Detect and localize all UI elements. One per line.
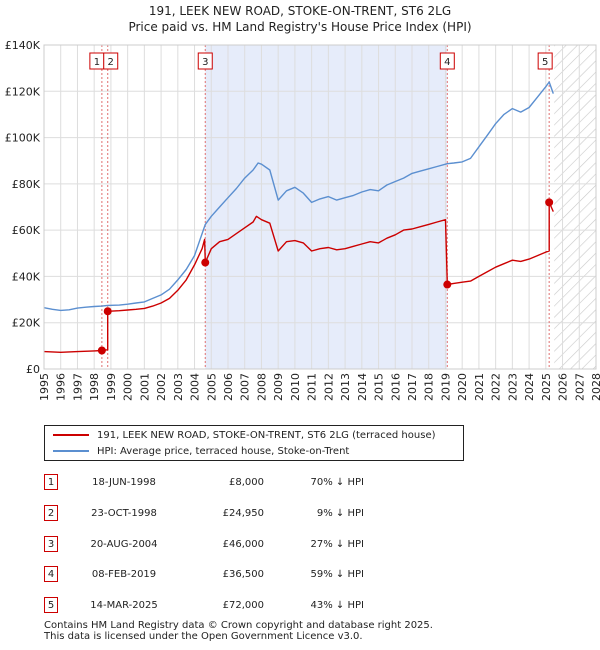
marker-badge	[439, 52, 455, 70]
x-tick-label: 2004	[189, 373, 202, 401]
y-tick-label: £100K	[5, 132, 41, 145]
table-row: 1 18-JUN-1998 £8,000 70% ↓ HPI	[44, 473, 464, 493]
x-tick-label: 1995	[38, 373, 51, 401]
transaction-hpi-diff: 70% ↓ HPI	[310, 477, 364, 488]
transaction-price: £36,500	[222, 569, 264, 580]
chart-legend: 191, LEEK NEW ROAD, STOKE-ON-TRENT, ST6 …	[44, 425, 464, 461]
x-tick-label: 2026	[557, 373, 570, 401]
sale-point	[201, 258, 210, 267]
x-tick-label: 2016	[389, 373, 402, 401]
y-tick-label: £120K	[5, 85, 41, 98]
x-tick-label: 2003	[172, 373, 185, 401]
table-row: 3 20-AUG-2004 £46,000 27% ↓ HPI	[44, 535, 464, 555]
series-line-hpi	[43, 81, 554, 312]
x-tick-label: 2014	[356, 373, 369, 401]
table-row: 5 14-MAR-2025 £72,000 43% ↓ HPI	[44, 596, 464, 616]
x-tick-label: 2000	[122, 373, 135, 401]
transaction-date: 14-MAR-2025	[90, 600, 158, 611]
x-tick-label: 2018	[423, 373, 436, 401]
x-tick-label: 2020	[456, 373, 469, 401]
x-tick-label: 2012	[322, 373, 335, 401]
marker-badge-label: 3	[202, 57, 208, 68]
legend-label-hpi: HPI: Average price, terraced house, Stok…	[97, 446, 350, 457]
x-tick-label: 2021	[473, 373, 486, 401]
marker-badge-label: 4	[444, 57, 450, 68]
transaction-date: 23-OCT-1998	[91, 508, 157, 519]
x-tick-label: 2015	[373, 373, 386, 401]
legend-swatch-hpi	[53, 450, 89, 452]
y-tick-label: £40K	[12, 270, 41, 283]
x-tick-label: 1997	[71, 373, 84, 401]
x-tick-label: 2019	[439, 373, 452, 401]
x-tick-label: 2011	[306, 373, 319, 401]
sale-point	[97, 346, 106, 355]
x-tick-label: 1998	[88, 373, 101, 401]
y-tick-label: £0	[26, 363, 40, 376]
transaction-price: £72,000	[222, 600, 264, 611]
footer-copyright: Contains HM Land Registry data © Crown c…	[44, 620, 433, 631]
transaction-hpi-diff: 9% ↓ HPI	[316, 508, 364, 519]
marker-badge	[537, 52, 553, 70]
x-tick-label: 2001	[138, 373, 151, 401]
y-tick-label: £20K	[12, 317, 41, 330]
table-row: 2 23-OCT-1998 £24,950 9% ↓ HPI	[44, 504, 464, 524]
sale-point	[443, 280, 452, 289]
x-tick-label: 2017	[406, 373, 419, 401]
footer-licence: This data is licensed under the Open Gov…	[44, 631, 363, 642]
x-tick-label: 1996	[55, 373, 68, 401]
shaded-period	[205, 45, 448, 369]
chart-subtitle: Price paid vs. HM Land Registry's House …	[128, 20, 472, 34]
footer: Contains HM Land Registry data © Crown c…	[44, 620, 433, 642]
transaction-badge: 2	[44, 505, 58, 521]
x-tick-label: 1999	[105, 373, 118, 401]
x-tick-label: 2005	[205, 373, 218, 401]
x-tick-label: 2027	[573, 373, 586, 401]
future-hatch	[554, 45, 596, 369]
transaction-badge: 1	[44, 474, 58, 490]
transaction-date: 20-AUG-2004	[90, 539, 158, 550]
marker-badge	[103, 52, 119, 70]
x-tick-label: 2022	[490, 373, 503, 401]
transaction-price: £8,000	[229, 477, 264, 488]
x-tick-label: 2025	[540, 373, 553, 401]
transaction-badge: 3	[44, 536, 58, 552]
y-tick-label: £140K	[5, 39, 41, 52]
x-tick-label: 2023	[506, 373, 519, 401]
x-tick-label: 2009	[272, 373, 285, 401]
price-chart: £0 £20K £40K £60K £80K £100K £120K £140K 1995 199…	[5, 39, 600, 401]
x-tick-label: 2010	[289, 373, 302, 401]
y-tick-label: £60K	[12, 224, 41, 237]
transaction-hpi-diff: 59% ↓ HPI	[310, 569, 364, 580]
transaction-badge: 5	[44, 597, 58, 613]
x-tick-label: 2006	[222, 373, 235, 401]
x-tick-label: 2008	[255, 373, 268, 401]
marker-badge	[197, 52, 213, 70]
transaction-badge: 4	[44, 566, 58, 582]
x-tick-label: 2007	[239, 373, 252, 401]
sale-point	[545, 198, 554, 207]
transaction-hpi-diff: 43% ↓ HPI	[310, 600, 364, 611]
series-line-property	[43, 201, 554, 353]
legend-item-hpi: HPI: Average price, terraced house, Stok…	[53, 444, 349, 460]
x-tick-label: 2028	[590, 373, 600, 401]
transaction-price: £24,950	[222, 508, 264, 519]
sale-point	[103, 307, 112, 316]
x-tick-label: 2024	[523, 373, 536, 401]
legend-label-property: 191, LEEK NEW ROAD, STOKE-ON-TRENT, ST6 …	[97, 430, 436, 441]
transaction-date: 18-JUN-1998	[92, 477, 156, 488]
marker-badge-label: 2	[108, 57, 114, 68]
legend-item-property: 191, LEEK NEW ROAD, STOKE-ON-TRENT, ST6 …	[53, 428, 436, 444]
transaction-hpi-diff: 27% ↓ HPI	[310, 539, 364, 550]
marker-badge-label: 1	[94, 57, 100, 68]
transaction-date: 08-FEB-2019	[91, 569, 157, 580]
transaction-price: £46,000	[222, 539, 264, 550]
plot-frame	[43, 44, 597, 370]
marker-badge-label: 5	[542, 57, 548, 68]
x-tick-label: 2013	[339, 373, 352, 401]
x-tick-label: 2002	[155, 373, 168, 401]
table-row: 4 08-FEB-2019 £36,500 59% ↓ HPI	[44, 565, 464, 585]
y-tick-label: £80K	[12, 178, 41, 191]
chart-title: 191, LEEK NEW ROAD, STOKE-ON-TRENT, ST6 …	[148, 4, 452, 18]
legend-swatch-property	[53, 434, 89, 436]
